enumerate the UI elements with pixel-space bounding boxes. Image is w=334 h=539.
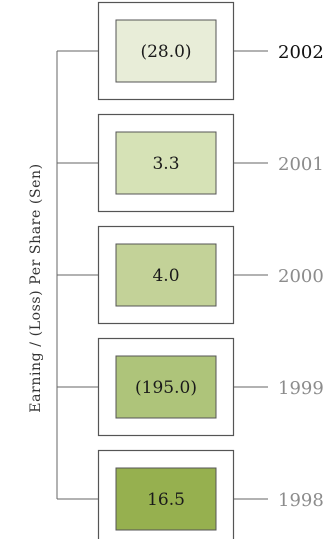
value-label-2001: 3.3 (152, 154, 179, 174)
connector-lines (56, 50, 268, 500)
value-box-2002 (115, 19, 217, 83)
value-box-2000 (115, 243, 217, 307)
value-boxes: (28.0) 3.3 4.0 (195.0) 16.5 (97, 1, 235, 539)
value-box-2001 (115, 131, 217, 195)
value-label-1998: 16.5 (147, 490, 185, 510)
year-labels: 2002 2001 2000 1999 1998 (278, 42, 324, 511)
y-axis-label: Earning / (Loss) Per Share (Sen) (28, 163, 44, 412)
value-box-1999 (115, 355, 217, 419)
value-label-2000: 4.0 (152, 266, 179, 286)
year-label-1998: 1998 (278, 490, 324, 511)
value-label-1999: (195.0) (135, 378, 197, 398)
year-label-2001: 2001 (278, 154, 324, 175)
value-box-1998 (115, 467, 217, 531)
year-label-1999: 1999 (278, 378, 324, 399)
year-label-2002: 2002 (278, 42, 324, 63)
value-label-2002: (28.0) (140, 42, 191, 62)
year-label-2000: 2000 (278, 266, 324, 287)
